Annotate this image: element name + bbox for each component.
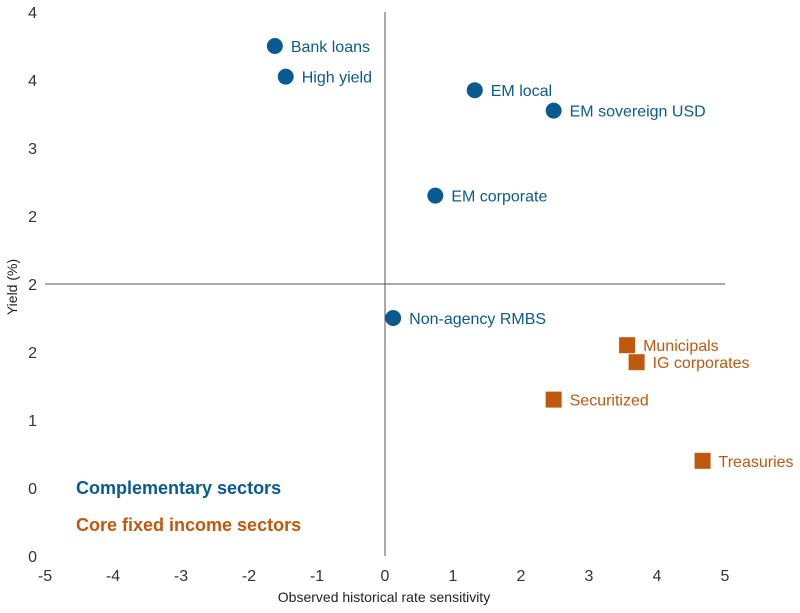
- data-point-circle: [545, 102, 562, 119]
- x-tick-label: -3: [174, 568, 188, 585]
- y-tick-label: 0: [28, 549, 37, 566]
- data-point-label: IG corporates: [653, 355, 750, 372]
- data-point-circle: [427, 187, 444, 204]
- legend-complementary-sectors: Complementary sectors: [76, 478, 281, 498]
- x-tick-label: -4: [106, 568, 120, 585]
- y-axis-title: Yield (%): [4, 259, 20, 315]
- y-tick-label: 2: [28, 277, 37, 294]
- data-point-label: Municipals: [643, 338, 719, 355]
- data-point-circle: [385, 310, 402, 326]
- y-tick-labels: 0 0 1 2 2 2 3 4 4: [28, 5, 37, 566]
- x-tick-label: -5: [38, 568, 52, 585]
- y-tick-label: 4: [28, 73, 37, 90]
- data-point-label: EM local: [491, 83, 552, 100]
- x-tick-labels: -5 -4 -3 -2 -1 0 1 2 3 4 5: [38, 568, 730, 585]
- y-tick-label: 4: [28, 5, 37, 22]
- x-tick-label: 0: [381, 568, 390, 585]
- data-point-square: [628, 354, 645, 371]
- y-tick-label: 1: [28, 413, 37, 430]
- y-tick-label: 2: [28, 209, 37, 226]
- y-tick-label: 3: [28, 141, 37, 158]
- x-tick-label: -2: [242, 568, 256, 585]
- x-tick-label: 1: [449, 568, 458, 585]
- x-axis-title: Observed historical rate sensitivity: [278, 589, 490, 605]
- x-tick-label: 2: [517, 568, 526, 585]
- data-point-label: High yield: [302, 70, 372, 87]
- legend-core-fixed-income-sectors: Core fixed income sectors: [76, 515, 301, 535]
- y-tick-label: 2: [28, 345, 37, 362]
- data-points: Bank loans High yield EM local EM sovereign…: [266, 38, 794, 471]
- data-point-label: Treasuries: [719, 454, 794, 471]
- data-point-circle: [466, 82, 483, 99]
- data-point-circle: [266, 38, 283, 54]
- data-point-square: [619, 337, 636, 354]
- data-point-label: EM corporate: [451, 189, 547, 206]
- data-point-label: Non-agency RMBS: [409, 311, 546, 328]
- x-tick-label: 3: [585, 568, 594, 585]
- data-point-label: EM sovereign USD: [570, 104, 706, 121]
- x-tick-label: -1: [310, 568, 324, 585]
- data-point-square: [694, 452, 711, 469]
- x-tick-label: 5: [721, 568, 730, 585]
- data-point-label: Bank loans: [291, 39, 370, 56]
- x-tick-label: 4: [653, 568, 662, 585]
- data-point-square: [545, 391, 562, 408]
- y-tick-label: 0: [28, 481, 37, 498]
- data-point-circle: [277, 68, 294, 85]
- data-point-label: Securitized: [570, 393, 649, 410]
